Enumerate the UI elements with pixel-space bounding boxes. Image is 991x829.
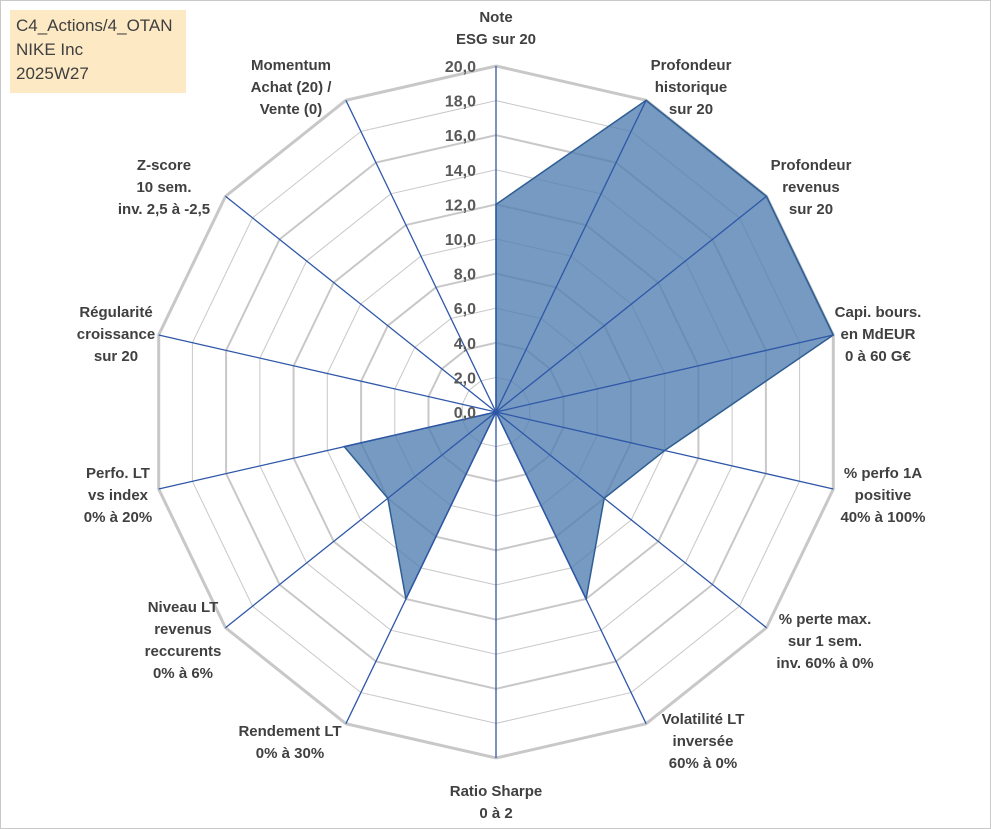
axis-label: Z-score 10 sem. inv. 2,5 à -2,5 xyxy=(118,157,210,218)
axis-spoke xyxy=(158,334,497,413)
radar-tick-labels: 0,0 2,0 4,0 6,0 8,0 10,0 12,0 14,0 16,0 18,0 20,0 xyxy=(445,59,476,422)
axis-label-line: Régularité xyxy=(79,304,152,321)
axis-label-line: 0% à 30% xyxy=(256,745,324,762)
axis-spoke xyxy=(495,100,647,413)
axis-spoke xyxy=(225,411,497,629)
axis-label-line: revenus xyxy=(154,621,212,638)
tick-label: 2,0 xyxy=(454,370,476,387)
axis-label-line: Profondeur xyxy=(651,57,732,74)
axis-label-line: 0% à 20% xyxy=(84,509,152,526)
axis-label: Ratio Sharpe 0 à 2 xyxy=(450,783,543,822)
axis-label-line: Z-score xyxy=(137,157,191,174)
axis-label: Capi. bours. en MdEUR 0 à 60 G€ xyxy=(835,304,922,365)
radar-spokes xyxy=(158,66,834,758)
axis-label-line: Volatilité LT xyxy=(662,711,745,728)
axis-label-line: Vente (0) xyxy=(260,101,323,118)
axis-label: Note ESG sur 20 xyxy=(456,9,536,48)
axis-label-line: inversée xyxy=(673,733,734,750)
tick-label: 16,0 xyxy=(445,128,476,145)
axis-label-line: vs index xyxy=(88,487,149,504)
axis-label: Niveau LT revenus reccurents 0% à 6% xyxy=(145,599,222,682)
axis-label-line: Capi. bours. xyxy=(835,304,922,321)
tick-label: 6,0 xyxy=(454,301,476,318)
axis-label-line: sur 20 xyxy=(789,201,833,218)
axis-label-line: % perte max. xyxy=(779,611,872,628)
tick-label: 10,0 xyxy=(445,232,476,249)
axis-label-line: Achat (20) / xyxy=(251,79,333,96)
axis-label-line: en MdEUR xyxy=(841,326,916,343)
axis-label-line: positive xyxy=(855,487,912,504)
axis-spoke xyxy=(345,411,497,724)
tick-label: 8,0 xyxy=(454,267,476,284)
axis-label-line: revenus xyxy=(782,179,840,196)
info-line-company: NIKE Inc xyxy=(16,40,84,59)
axis-label: Régularité croissance sur 20 xyxy=(77,304,155,365)
axis-label: Profondeur revenus sur 20 xyxy=(771,157,852,218)
axis-label-line: Rendement LT xyxy=(238,723,341,740)
axis-label-line: 40% à 100% xyxy=(840,509,925,526)
tick-label: 20,0 xyxy=(445,59,476,76)
tick-label: 4,0 xyxy=(454,336,476,353)
axis-label: Momentum Achat (20) / Vente (0) xyxy=(251,57,333,118)
axis-label-line: 10 sem. xyxy=(136,179,191,196)
axis-label-line: 0 à 2 xyxy=(479,805,512,822)
axis-label-line: sur 1 sem. xyxy=(788,633,862,650)
axis-spoke xyxy=(495,195,767,413)
axis-label-line: Niveau LT xyxy=(148,599,219,616)
axis-label-line: Momentum xyxy=(251,57,331,74)
info-box: C4_Actions/4_OTAN NIKE Inc 2025W27 xyxy=(10,10,186,93)
info-line-week: 2025W27 xyxy=(16,64,89,83)
axis-label: % perte max. sur 1 sem. inv. 60% à 0% xyxy=(776,611,873,672)
axis-spoke xyxy=(225,195,497,413)
axis-label-line: inv. 60% à 0% xyxy=(776,655,873,672)
axis-spoke xyxy=(345,100,497,413)
axis-label-line: 0 à 60 G€ xyxy=(845,348,912,365)
axis-label-line: croissance xyxy=(77,326,155,343)
axis-label-line: Ratio Sharpe xyxy=(450,783,543,800)
axis-label-line: historique xyxy=(655,79,728,96)
axis-spoke xyxy=(495,411,647,724)
axis-label-line: Profondeur xyxy=(771,157,852,174)
axis-label-line: 0% à 6% xyxy=(153,665,213,682)
axis-label-line: sur 20 xyxy=(669,101,713,118)
axis-label-line: ESG sur 20 xyxy=(456,31,536,48)
tick-label: 18,0 xyxy=(445,94,476,111)
axis-label-line: Note xyxy=(479,9,512,26)
tick-label: 14,0 xyxy=(445,163,476,180)
axis-spoke xyxy=(495,334,834,413)
tick-label: 0,0 xyxy=(454,405,476,422)
tick-label: 12,0 xyxy=(445,197,476,214)
axis-label-line: sur 20 xyxy=(94,348,138,365)
axis-label: Profondeur historique sur 20 xyxy=(651,57,732,118)
info-line-portfolio: C4_Actions/4_OTAN xyxy=(16,16,173,35)
axis-spoke xyxy=(495,411,834,490)
axis-label-line: % perfo 1A xyxy=(844,465,923,482)
axis-spoke xyxy=(495,411,767,629)
axis-label: Volatilité LT inversée 60% à 0% xyxy=(662,711,745,772)
axis-label: Rendement LT 0% à 30% xyxy=(238,723,341,762)
axis-label: Perfo. LT vs index 0% à 20% xyxy=(84,465,152,526)
axis-spoke xyxy=(158,411,497,490)
axis-label-line: Perfo. LT xyxy=(86,465,150,482)
axis-label: % perfo 1A positive 40% à 100% xyxy=(840,465,925,526)
radar-axis-labels: Note ESG sur 20 Profondeur historique sur 20… xyxy=(77,9,926,822)
axis-label-line: inv. 2,5 à -2,5 xyxy=(118,201,210,218)
axis-label-line: 60% à 0% xyxy=(669,755,737,772)
axis-label-line: reccurents xyxy=(145,643,222,660)
